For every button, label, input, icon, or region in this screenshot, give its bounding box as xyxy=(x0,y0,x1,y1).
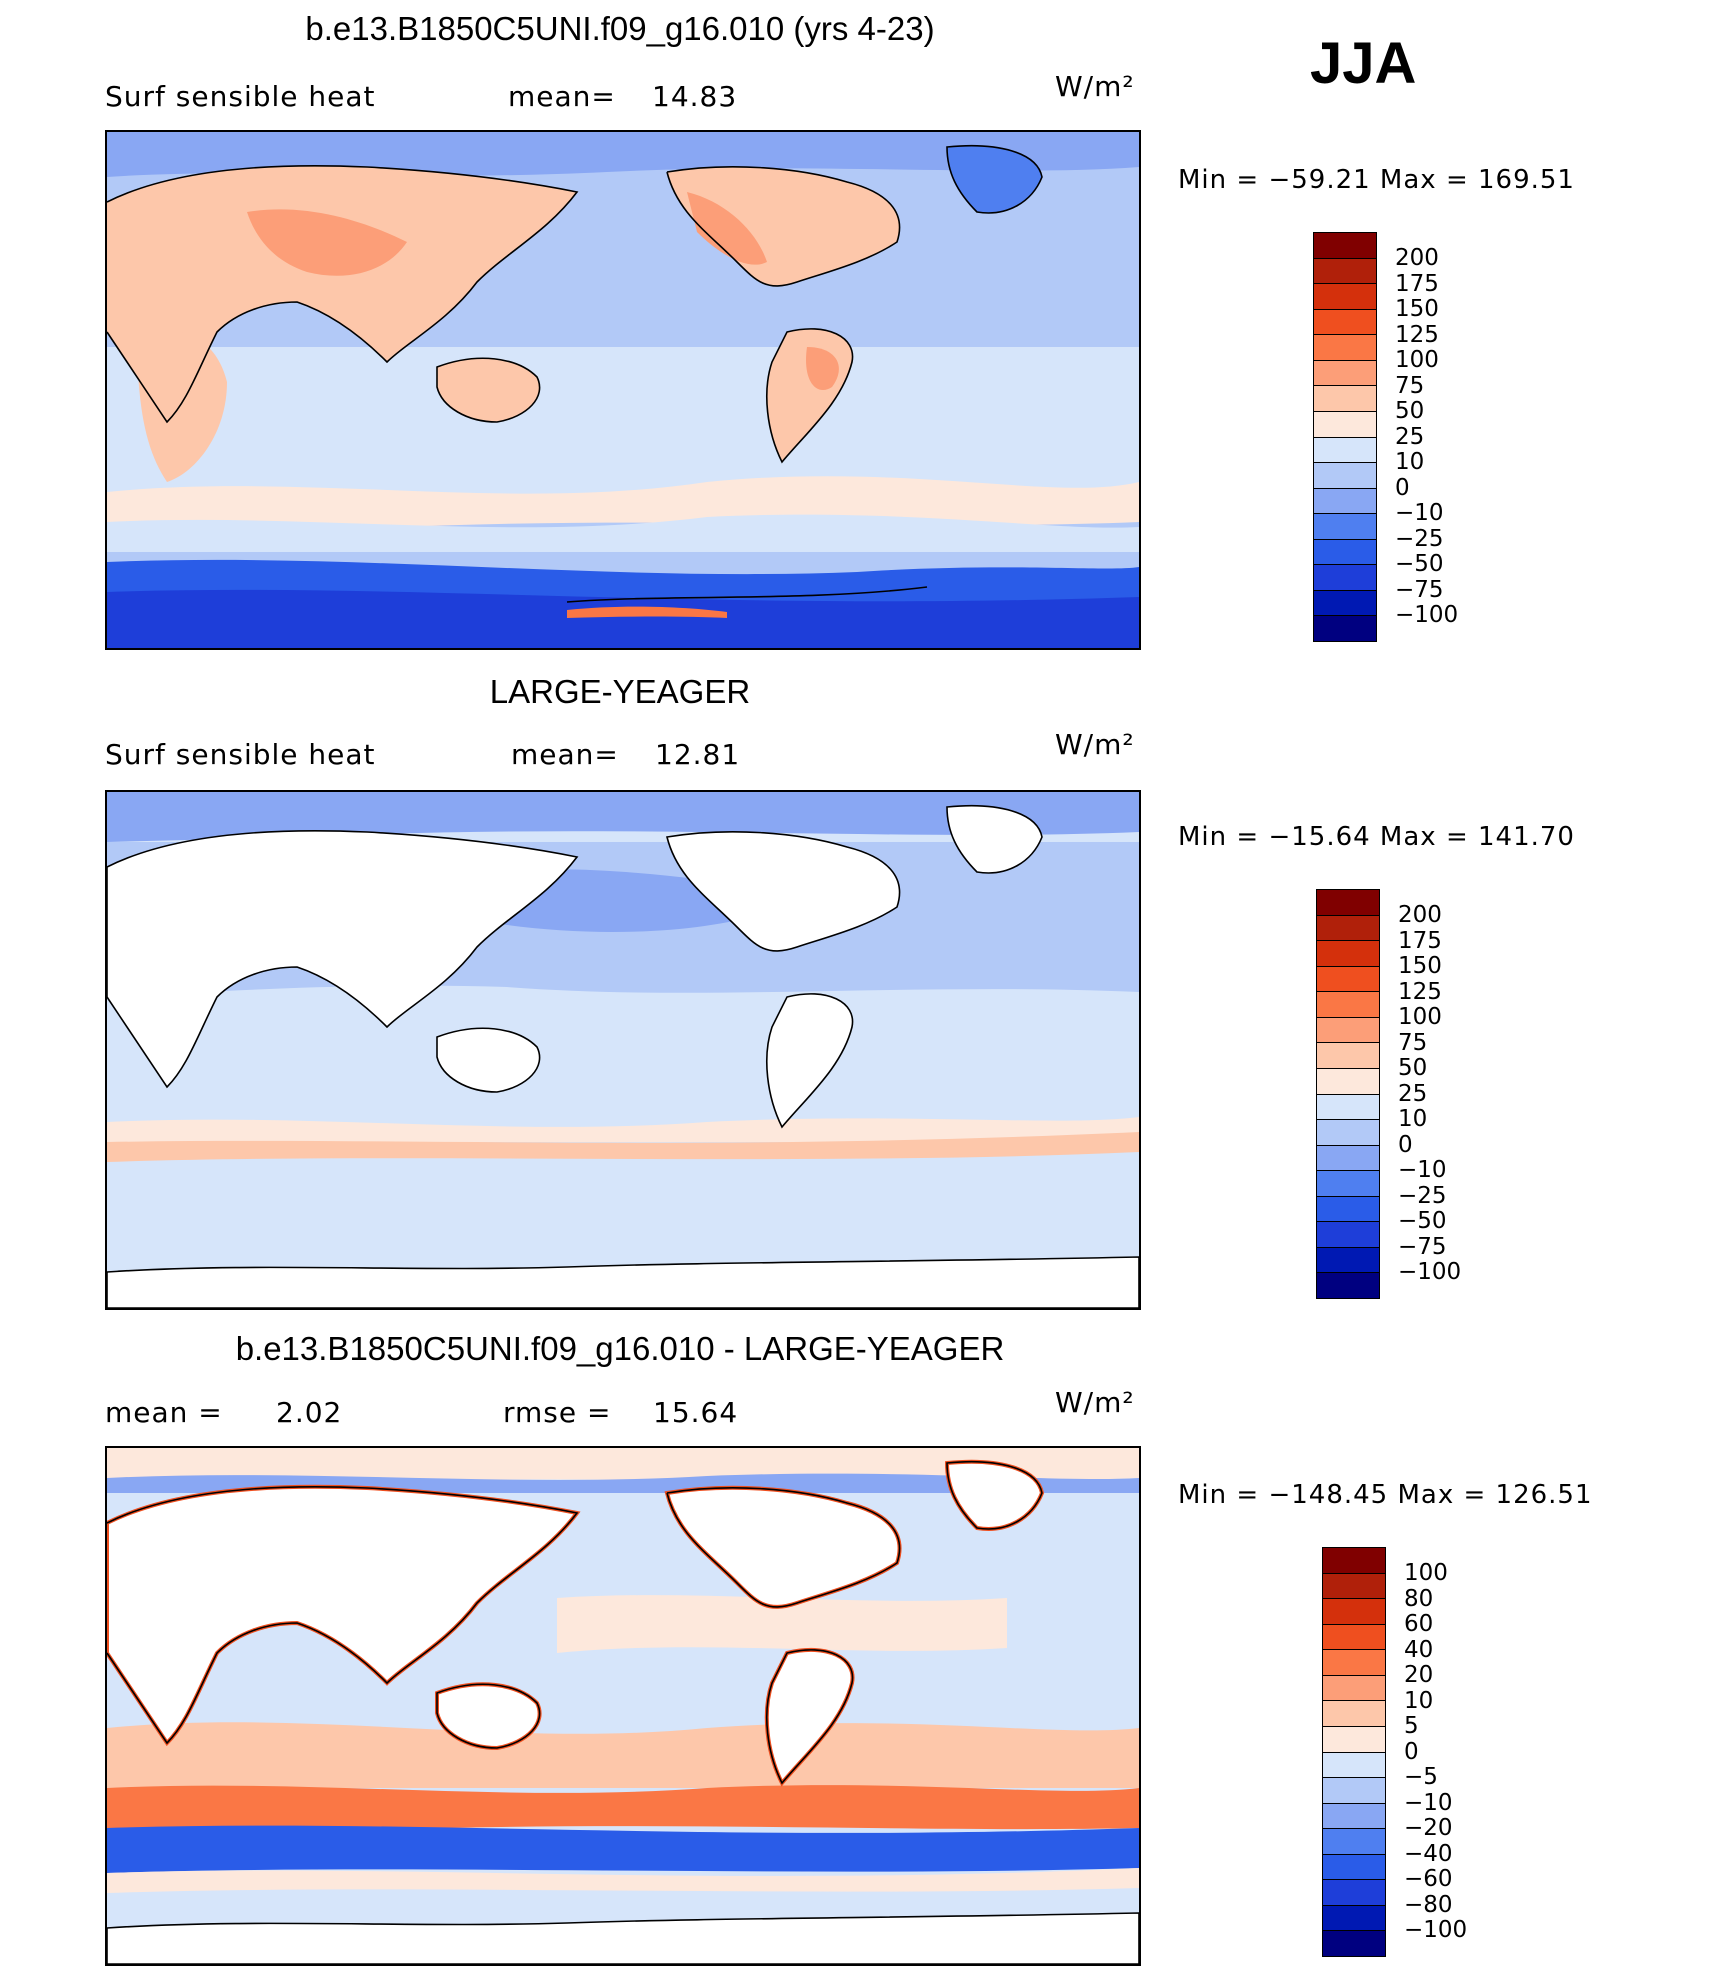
panel2-tick: 200 xyxy=(1398,902,1442,928)
panel3-colorbar-ticks: 100 80 60 40 20 10 5 0 −5 −10 −20 −40 −6… xyxy=(1404,1560,1468,1944)
panel1-title: b.e13.B1850C5UNI.f09_g16.010 (yrs 4-23) xyxy=(305,10,935,47)
panel2-tick: −75 xyxy=(1398,1233,1447,1260)
panel3-tick: 0 xyxy=(1404,1738,1419,1765)
panel2-mean-value: 12.81 xyxy=(655,738,741,771)
panel1-tick: 75 xyxy=(1395,372,1425,399)
panel3-min-max: Min = −148.45 Max = 126.51 xyxy=(1178,1480,1593,1510)
panel2-variable-label: Surf sensible heat xyxy=(105,738,376,771)
panel3-tick: 40 xyxy=(1404,1636,1434,1663)
panel3-colorbar xyxy=(1322,1547,1386,1957)
season-label: JJA xyxy=(1310,31,1417,96)
panel1-tick: 150 xyxy=(1395,296,1439,322)
panel2-tick: 50 xyxy=(1398,1055,1428,1081)
panel2-tick: −10 xyxy=(1398,1157,1447,1183)
panel1-tick: −10 xyxy=(1395,500,1444,526)
panel2-map-svg xyxy=(107,792,1139,1308)
panel2-tick: −50 xyxy=(1398,1208,1447,1234)
panel2-tick: −100 xyxy=(1398,1259,1462,1285)
panel1-mean-label: mean= xyxy=(508,80,616,113)
panel3-tick: −5 xyxy=(1404,1764,1438,1790)
panel1-tick: −50 xyxy=(1395,551,1444,577)
panel1-min-max: Min = −59.21 Max = 169.51 xyxy=(1178,165,1575,195)
panel2-tick: 10 xyxy=(1398,1106,1428,1132)
panel2-tick: 100 xyxy=(1398,1004,1442,1030)
panel2-tick: 75 xyxy=(1398,1029,1428,1056)
panel2-title: LARGE-YEAGER xyxy=(489,673,751,710)
panel3-units: W/m² xyxy=(1055,1386,1135,1419)
panel3-rmse-label: rmse = xyxy=(503,1396,612,1429)
panel1-colorbar xyxy=(1313,232,1377,642)
panel1-colorbar-ticks: 200 175 150 125 100 75 50 25 10 0 −10 −2… xyxy=(1395,245,1459,629)
panel1-map-svg xyxy=(107,132,1139,648)
panel1-tick: −25 xyxy=(1395,525,1444,552)
panel1-tick: 50 xyxy=(1395,398,1425,424)
panel3-tick: 20 xyxy=(1404,1662,1434,1688)
panel3-rmse-value: 15.64 xyxy=(653,1396,739,1429)
panel3-tick: −80 xyxy=(1404,1891,1453,1918)
panel1-tick: 125 xyxy=(1395,321,1439,348)
panel2-map xyxy=(105,790,1141,1310)
panel1-tick: −100 xyxy=(1395,602,1459,628)
panel3-tick: −20 xyxy=(1404,1815,1453,1841)
panel2-mean-label: mean= xyxy=(511,738,619,771)
panel2-colorbar xyxy=(1316,889,1380,1299)
panel2-tick: 150 xyxy=(1398,953,1442,979)
panel3-tick: −100 xyxy=(1404,1917,1468,1943)
panel1-tick: 0 xyxy=(1395,474,1410,501)
panel2-units: W/m² xyxy=(1055,728,1135,761)
panel2-min-max: Min = −15.64 Max = 141.70 xyxy=(1178,822,1575,852)
panel2-colorbar-ticks: 200 175 150 125 100 75 50 25 10 0 −10 −2… xyxy=(1398,902,1462,1286)
panel3-map-svg xyxy=(107,1448,1139,1964)
panel2-tick: 125 xyxy=(1398,978,1442,1005)
panel3-mean-value: 2.02 xyxy=(276,1396,343,1429)
panel1-mean-value: 14.83 xyxy=(652,80,738,113)
panel3-tick: 80 xyxy=(1404,1585,1434,1612)
panel2-tick: 175 xyxy=(1398,927,1442,954)
panel3-tick: 5 xyxy=(1404,1713,1419,1739)
panel1-tick: 175 xyxy=(1395,270,1439,297)
panel1-variable-label: Surf sensible heat xyxy=(105,80,376,113)
panel3-tick: −10 xyxy=(1404,1789,1453,1816)
panel1-tick: 25 xyxy=(1395,423,1425,450)
panel1-map xyxy=(105,130,1141,650)
panel1-tick: 100 xyxy=(1395,347,1439,373)
panel3-tick: −40 xyxy=(1404,1840,1453,1867)
panel2-tick: 25 xyxy=(1398,1080,1428,1107)
panel3-map xyxy=(105,1446,1141,1966)
panel2-tick: 0 xyxy=(1398,1131,1413,1158)
panel1-units: W/m² xyxy=(1055,70,1135,103)
panel3-tick: −60 xyxy=(1404,1866,1453,1892)
panel1-tick: 200 xyxy=(1395,245,1439,271)
panel2-tick: −25 xyxy=(1398,1182,1447,1209)
panel3-tick: 10 xyxy=(1404,1687,1434,1714)
panel1-tick: 10 xyxy=(1395,449,1425,475)
panel3-tick: 60 xyxy=(1404,1611,1434,1637)
panel3-tick: 100 xyxy=(1404,1560,1448,1586)
panel1-tick: −75 xyxy=(1395,576,1444,603)
panel3-title: b.e13.B1850C5UNI.f09_g16.010 - LARGE-YEA… xyxy=(235,1330,1005,1367)
panel3-mean-label: mean = xyxy=(105,1396,223,1429)
